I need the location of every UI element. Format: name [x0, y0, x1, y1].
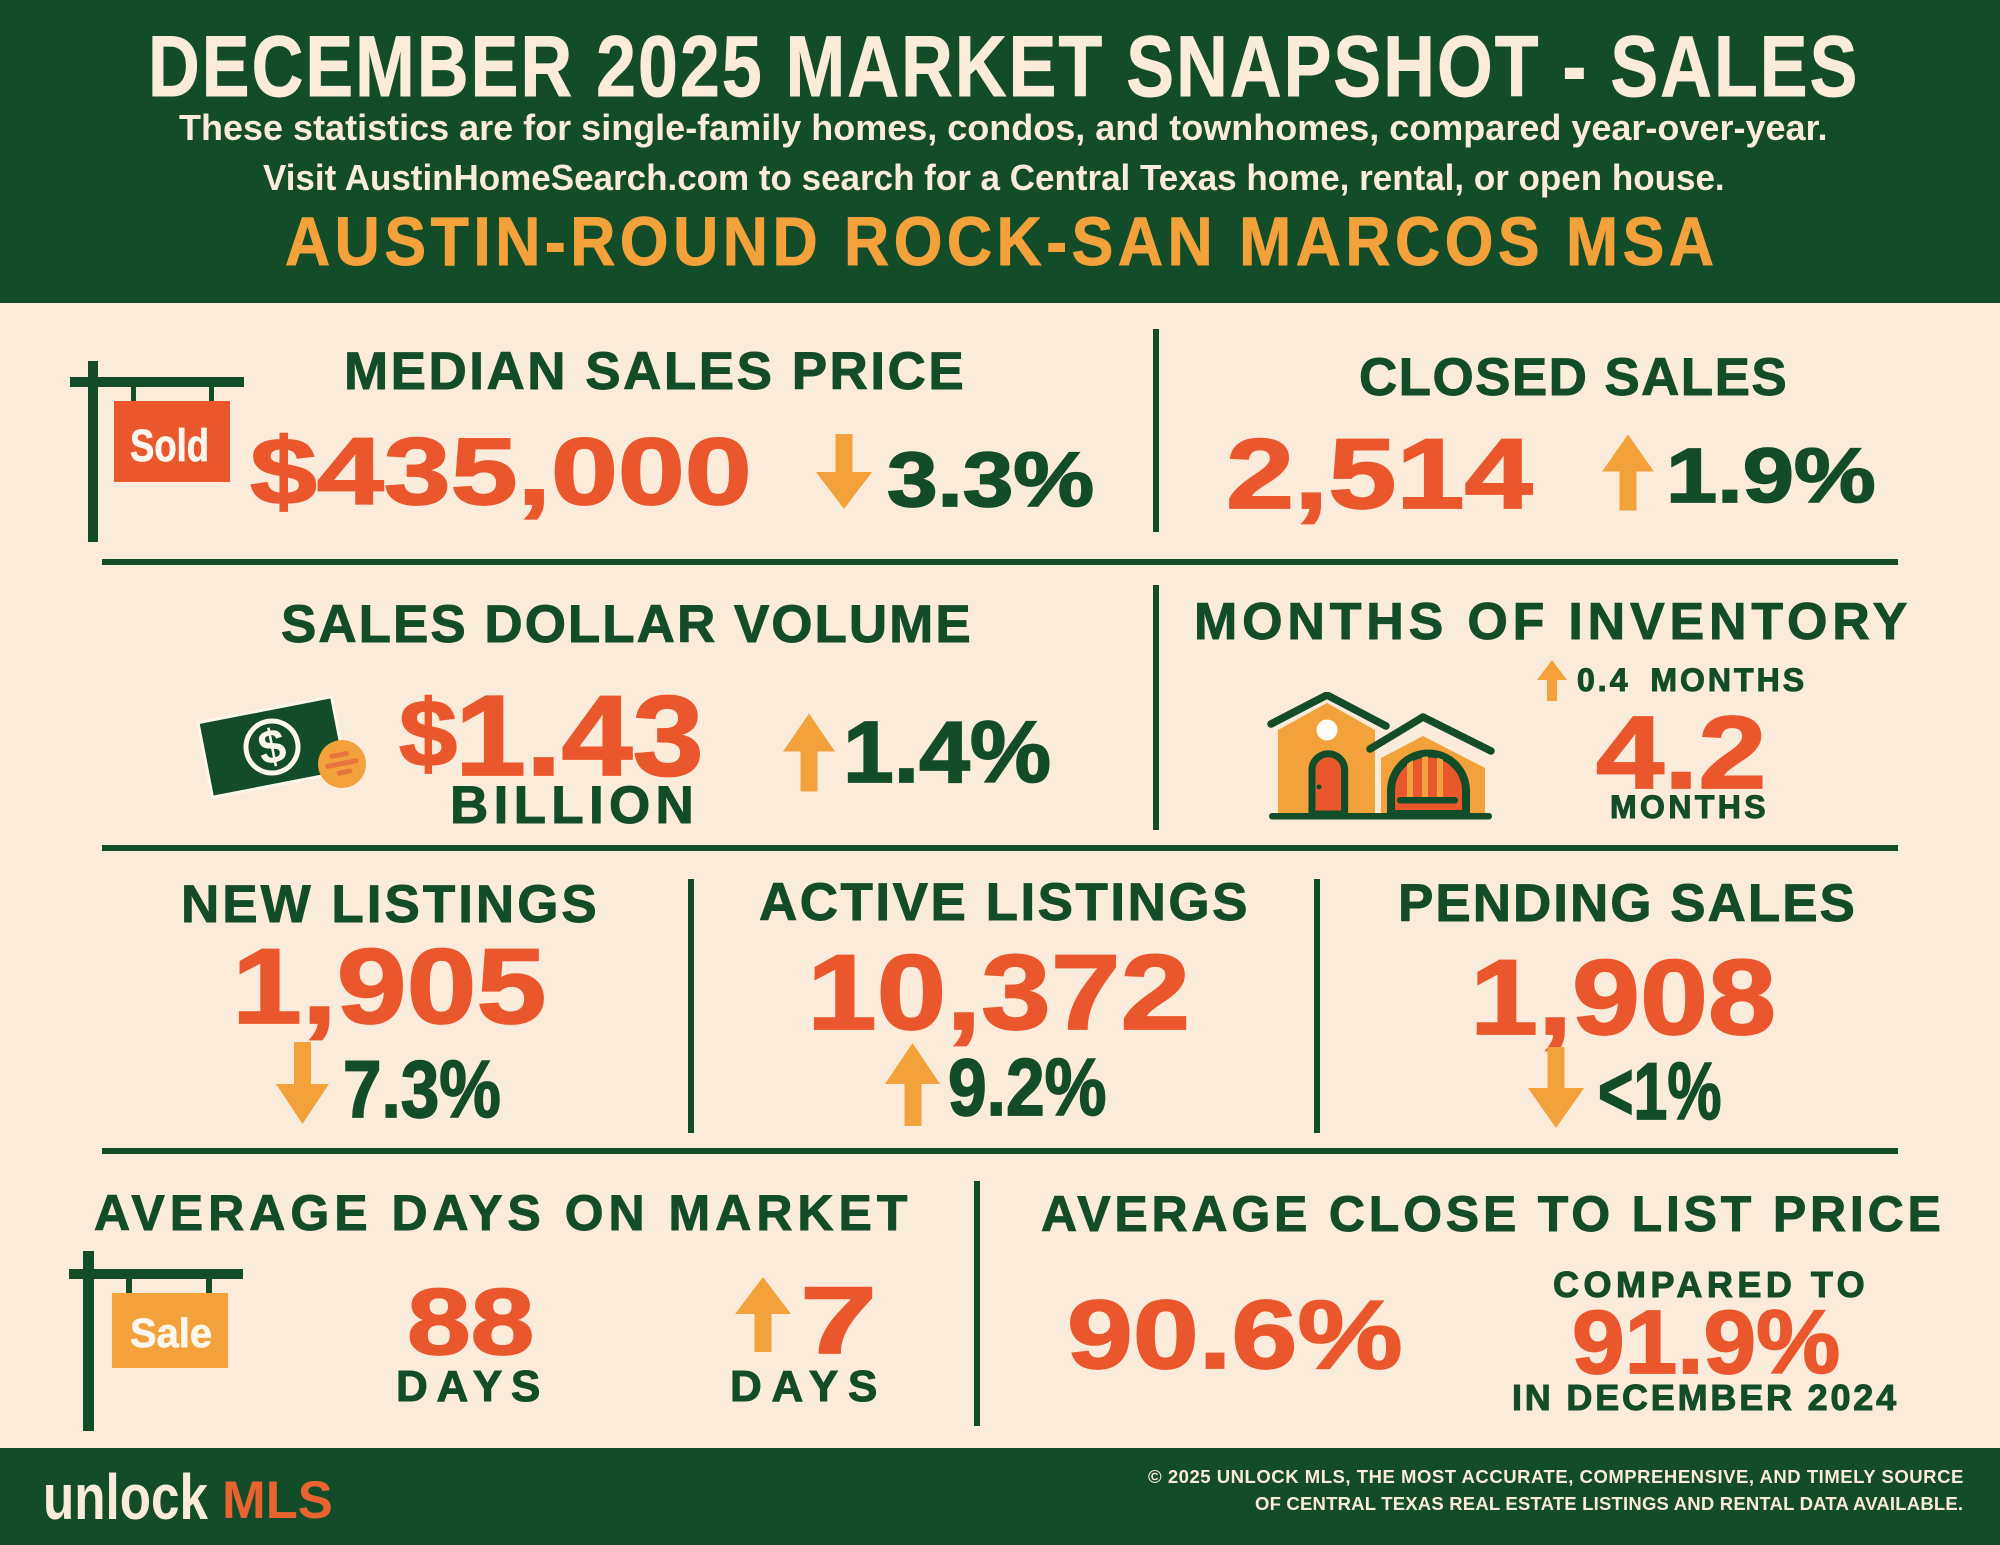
svg-text:Sale: Sale — [130, 1310, 212, 1356]
svg-text:Sold: Sold — [130, 420, 209, 471]
